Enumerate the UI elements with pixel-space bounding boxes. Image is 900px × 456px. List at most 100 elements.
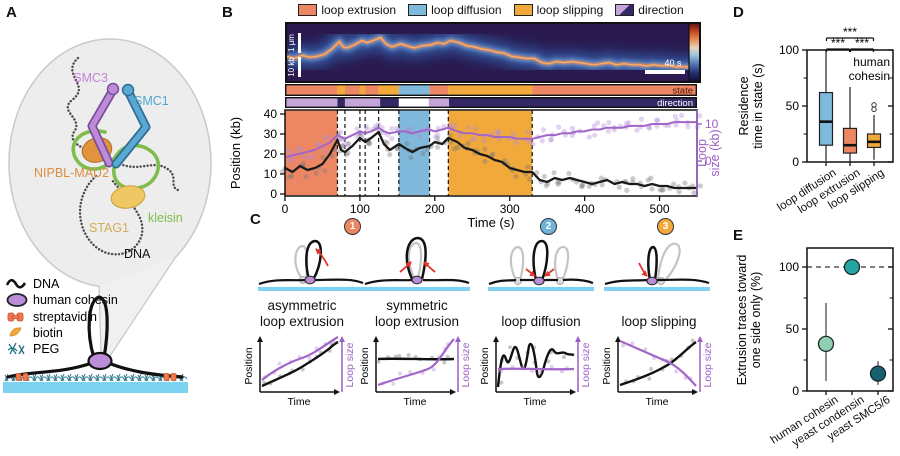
data-point xyxy=(316,141,322,148)
mini-data-point xyxy=(376,359,381,364)
legend-streptavidin: streptavidin xyxy=(33,310,97,324)
data-point xyxy=(580,182,586,188)
state-region xyxy=(448,110,533,196)
box xyxy=(842,127,858,154)
state-segment xyxy=(337,84,345,96)
panel-a-schematic: SMC3 SMC1 NIPBL-MAU2 kleisin STAG1 DNA D… xyxy=(3,38,212,393)
e-ylabel-2: one side only (%) xyxy=(749,272,763,369)
title-asymmetric-1: asymmetric xyxy=(267,298,337,313)
d-ylabel-1: Residence xyxy=(737,76,751,135)
data-point xyxy=(297,146,303,152)
data-point xyxy=(697,113,703,119)
data-point xyxy=(606,119,612,126)
b-rtick: 0 xyxy=(705,154,712,168)
e-ytick: 50 xyxy=(786,322,800,336)
data-point xyxy=(513,174,519,180)
b-ylabel-right-2: size (kb) xyxy=(708,129,722,176)
b-xtick: 100 xyxy=(350,202,370,216)
direction-bar xyxy=(285,97,697,108)
e-cat-smc56: yeast SMC5/6 xyxy=(825,394,893,444)
data-point xyxy=(579,182,585,188)
biotin-icon xyxy=(9,327,22,337)
smc3-label: SMC3 xyxy=(73,71,108,85)
data-point xyxy=(525,129,531,135)
mini-data-point xyxy=(621,343,626,348)
scalebar-40s xyxy=(645,70,685,74)
cohesin-on-dna xyxy=(87,351,113,371)
state-segment xyxy=(532,84,697,96)
data-point xyxy=(465,140,471,146)
direction-segment xyxy=(344,97,381,108)
d-ytick: 50 xyxy=(786,99,800,113)
title-symmetric-2: loop extrusion xyxy=(374,314,460,329)
legend-dna: DNA xyxy=(33,277,60,291)
data-point xyxy=(316,142,322,148)
cohesin xyxy=(646,276,658,286)
mini-axes xyxy=(257,336,345,395)
sig-stars: *** xyxy=(843,25,857,39)
data-point xyxy=(586,134,592,140)
data-point xyxy=(670,181,677,187)
stag1-blob xyxy=(110,185,146,209)
b-ytick: 10 xyxy=(264,167,278,181)
schematic-loop-diffusion xyxy=(488,239,594,291)
data-point xyxy=(287,157,293,163)
data-point xyxy=(482,146,488,152)
dna-baseline xyxy=(258,278,364,286)
extrusion-label: loop extrusion xyxy=(321,3,397,17)
dna-baseline xyxy=(604,278,710,286)
peg-strand xyxy=(53,373,62,382)
title-diffusion: loop diffusion xyxy=(501,314,581,329)
state-segment xyxy=(365,84,379,96)
dna-label: DNA xyxy=(124,247,151,261)
data-point xyxy=(569,132,575,139)
data-point xyxy=(466,124,472,131)
cohesin-oval-icon xyxy=(6,293,28,307)
data-point xyxy=(646,125,652,131)
peg-strand xyxy=(144,373,153,382)
b-xlabel: Time (s) xyxy=(467,215,514,230)
mini-data-point xyxy=(561,354,566,359)
data-point xyxy=(384,140,390,146)
data-point xyxy=(447,122,453,128)
sig-stars: *** xyxy=(855,36,869,50)
legend-peg: PEG xyxy=(33,342,59,356)
data-point xyxy=(630,176,636,182)
data-point xyxy=(345,140,352,147)
data-point xyxy=(645,177,651,183)
schematic-asymmetric-extrusion xyxy=(258,239,364,291)
state-direction-bars: state direction xyxy=(285,84,697,108)
e-ytick: 0 xyxy=(792,384,799,395)
b-ylabel-left: Position (kb) xyxy=(228,117,243,189)
data-point xyxy=(595,120,601,126)
scalebar-40s-label: 40 s xyxy=(664,58,682,68)
smc1-arm xyxy=(111,83,151,169)
data-point xyxy=(393,125,400,131)
data-point xyxy=(659,187,665,193)
data-point xyxy=(301,153,307,160)
data-point xyxy=(646,125,652,131)
miniplot-diffusion: Position Time Loop size xyxy=(479,336,592,408)
mini-position-label: Position xyxy=(243,347,255,385)
data-point xyxy=(481,138,487,144)
data-point xyxy=(591,123,597,129)
outlier xyxy=(871,102,877,108)
ghost-loop xyxy=(656,242,681,282)
data-point xyxy=(678,112,685,118)
mini-data-point xyxy=(393,354,398,359)
slipping-arrow xyxy=(638,262,648,277)
scalebar-1um-label: 1 μm xyxy=(287,34,296,52)
state-segment xyxy=(398,84,430,96)
peg-strand xyxy=(123,373,132,382)
peg-strand xyxy=(130,373,139,382)
mini-axes xyxy=(615,336,703,395)
data-point xyxy=(555,181,561,187)
data-point xyxy=(337,129,344,135)
state-segment xyxy=(378,84,399,96)
data-point xyxy=(616,184,622,190)
peg-strand xyxy=(32,373,41,382)
title-symmetric: symmetric loop extrusion xyxy=(356,298,478,330)
diffusion-arrow-left xyxy=(525,268,536,277)
direction-bar-label: direction xyxy=(657,98,693,108)
